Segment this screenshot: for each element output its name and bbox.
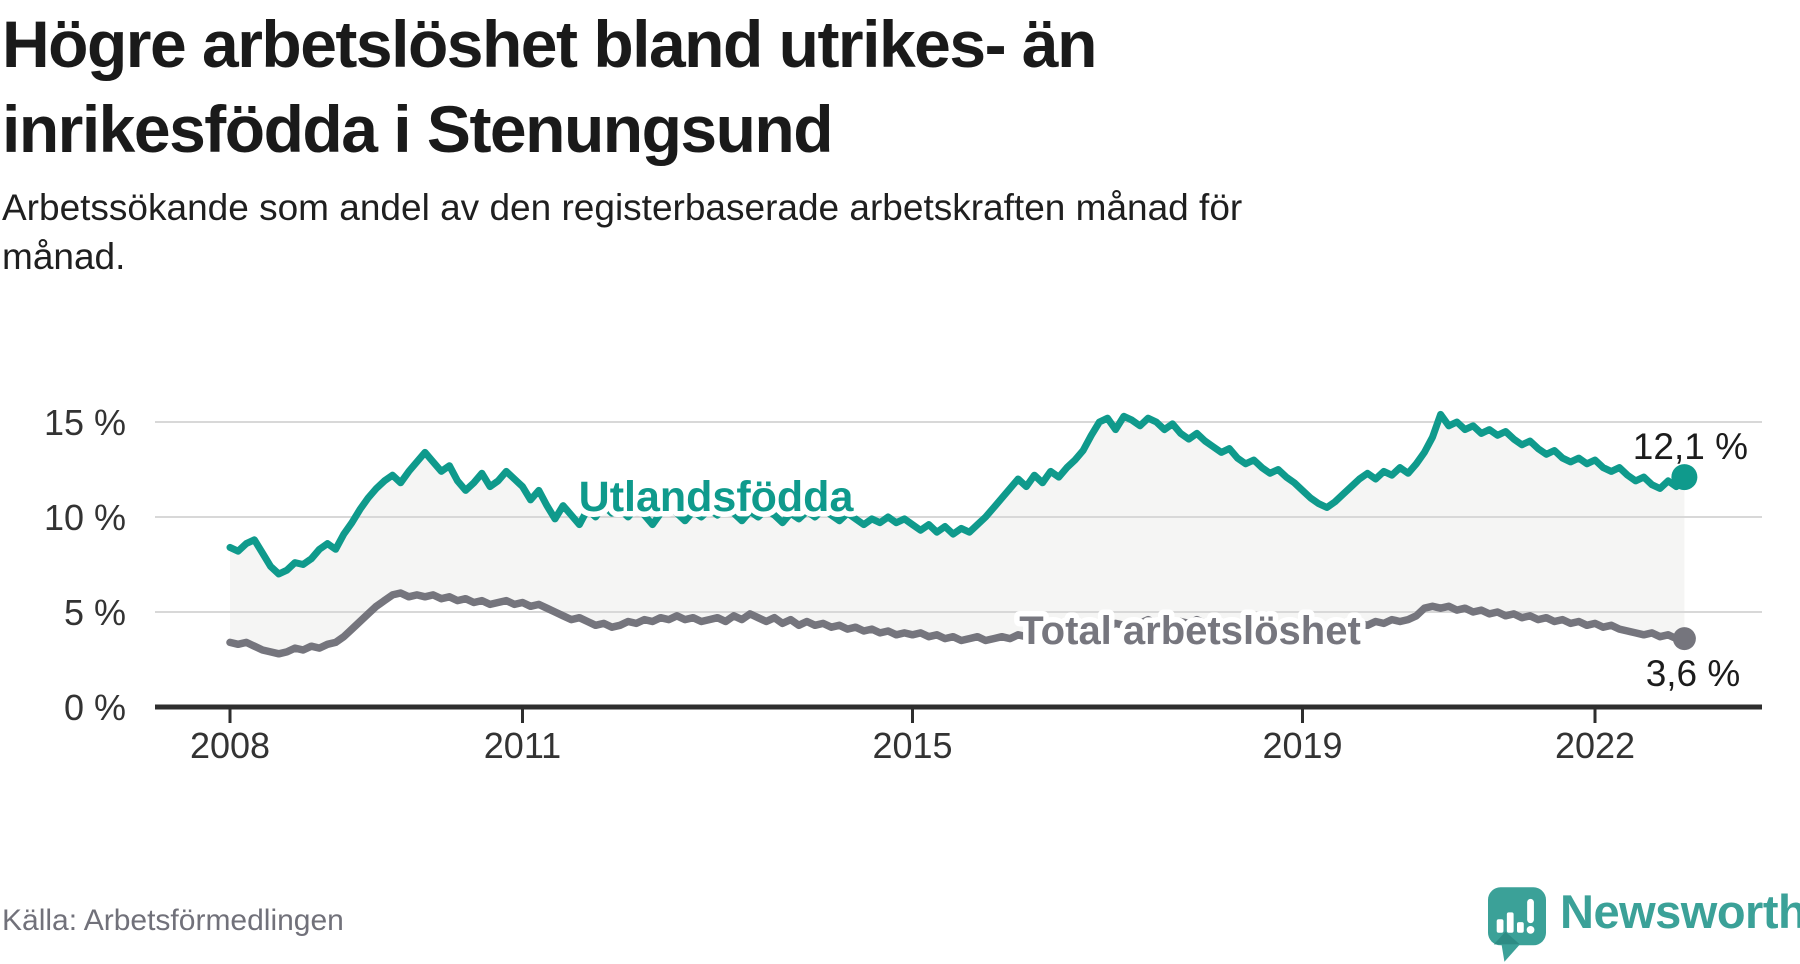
- x-tick-label-2015: 2015: [872, 725, 952, 766]
- page-subtitle: Arbetssökande som andel av den registerb…: [2, 183, 1502, 281]
- x-tick-label-2022: 2022: [1555, 725, 1635, 766]
- total-line: [226, 589, 1689, 658]
- page-title-line-1: Högre arbetslöshet bland utrikes- än: [2, 7, 1097, 81]
- total-end-dot: [1672, 627, 1696, 651]
- page-title: Högre arbetslöshet bland utrikes- än inr…: [2, 2, 1422, 172]
- page-subtitle-line-2: månad.: [2, 236, 126, 277]
- end-label-utlandsfodda: 12,1 %: [1633, 426, 1748, 467]
- page-subtitle-line-1: Arbetssökande som andel av den registerb…: [2, 187, 1243, 228]
- y-tick-label-10: 10 %: [44, 497, 126, 538]
- page-title-line-2: inrikesfödda i Stenungsund: [2, 92, 834, 166]
- end-label-total: 3,6 %: [1646, 653, 1741, 694]
- newsworthy-logo-icon: [1488, 887, 1546, 962]
- x-tick-label-2011: 2011: [484, 725, 561, 766]
- y-tick-label-15: 15 %: [44, 402, 126, 443]
- series-label-utlandsfodda: Utlandsfödda: [579, 473, 855, 521]
- newsworthy-wordmark: Newsworthy: [1560, 885, 1800, 938]
- series-label-total: Total arbetslöshet: [1019, 609, 1361, 653]
- y-tick-label-0: 0 %: [64, 687, 126, 728]
- utlandsfodda-end-dot: [1671, 464, 1698, 491]
- x-tick-label-2008: 2008: [190, 725, 270, 766]
- source-note: Källa: Arbetsförmedlingen: [2, 904, 344, 937]
- utlandsfodda-line: [226, 410, 1688, 578]
- x-tick-label-2019: 2019: [1262, 725, 1342, 766]
- y-tick-label-5: 5 %: [64, 592, 126, 633]
- newsworthy-brand: Newsworthy: [1488, 885, 1800, 964]
